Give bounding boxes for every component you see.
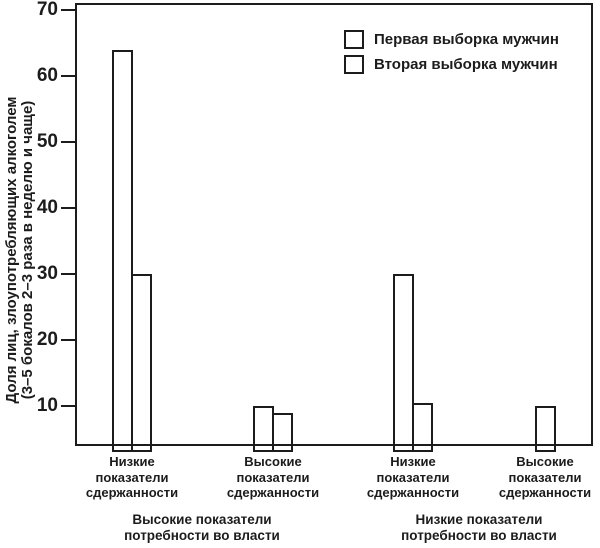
bar-second-sample-group1 <box>131 274 152 452</box>
y-axis-tick-40 <box>61 207 77 209</box>
y-axis-tick-50 <box>61 141 77 143</box>
y-axis-tick-label-20: 20 <box>36 329 58 350</box>
y-axis-tick-label-30: 30 <box>36 263 58 284</box>
y-axis-title-line1: Доля лиц, злоупотребляющих алкоголем <box>3 96 20 404</box>
y-axis-tick-label-40: 40 <box>36 197 58 218</box>
legend-swatch-second-sample-icon <box>344 55 364 74</box>
bar-second-sample-group2 <box>272 413 293 452</box>
plot-area <box>75 3 593 446</box>
y-axis-tick-30 <box>61 273 77 275</box>
y-axis-tick-label-50: 50 <box>36 131 58 152</box>
x-category-label-1: Низкие показатели сдержанности <box>85 454 179 500</box>
x-category-label-3: Низкие показатели сдержанности <box>366 454 460 500</box>
y-axis-tick-20 <box>61 339 77 341</box>
x-group-label-low-power: Низкие показатели потребности во власти <box>401 512 557 543</box>
y-axis-tick-60 <box>61 75 77 77</box>
bar-first-sample-group3 <box>393 274 414 452</box>
legend-item-first-sample: Первая выборка мужчин <box>344 30 559 49</box>
legend-label-second-sample: Вторая выборка мужчин <box>374 56 558 73</box>
y-axis-tick-label-60: 60 <box>36 65 58 86</box>
bar-first-sample-group1 <box>112 50 133 452</box>
x-category-label-4: Высокие показатели сдержанности <box>498 454 592 500</box>
x-group-label-high-power: Высокие показатели потребности во власти <box>124 512 280 543</box>
legend-label-first-sample: Первая выборка мужчин <box>374 31 559 48</box>
y-axis-title: Доля лиц, злоупотребляющих алкоголем (3–… <box>3 96 36 404</box>
legend: Первая выборка мужчин Вторая выборка муж… <box>344 30 559 80</box>
y-axis-tick-70 <box>61 9 77 11</box>
y-axis-tick-label-70: 70 <box>36 0 58 20</box>
x-axis-line <box>75 444 593 446</box>
legend-swatch-first-sample-icon <box>344 30 364 49</box>
y-axis-tick-label-10: 10 <box>36 395 58 416</box>
y-axis-tick-10 <box>61 405 77 407</box>
x-category-label-2: Высокие показатели сдержанности <box>226 454 320 500</box>
y-axis-title-line2: (3–5 бокалов 2–3 раза в неделю и чаще) <box>19 100 36 400</box>
legend-item-second-sample: Вторая выборка мужчин <box>344 55 559 74</box>
bar-second-sample-group3 <box>412 403 433 452</box>
bar-first-sample-group4 <box>535 406 556 452</box>
